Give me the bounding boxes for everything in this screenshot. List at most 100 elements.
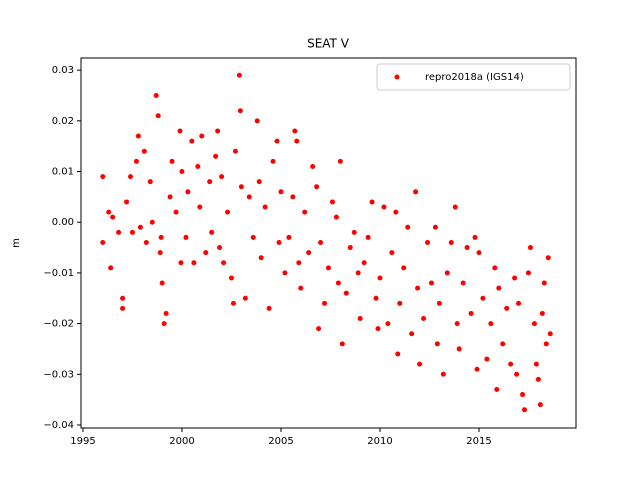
point bbox=[369, 199, 375, 205]
point bbox=[494, 386, 500, 392]
point bbox=[246, 194, 252, 200]
point bbox=[250, 234, 256, 240]
point bbox=[468, 310, 474, 316]
x-tick-label: 2010 bbox=[367, 436, 392, 447]
point bbox=[395, 351, 401, 357]
y-tick-label: −0.01 bbox=[43, 268, 74, 279]
point bbox=[120, 305, 126, 311]
point bbox=[100, 239, 106, 245]
point bbox=[533, 361, 539, 367]
point bbox=[236, 72, 242, 78]
point bbox=[436, 300, 442, 306]
point bbox=[219, 174, 225, 180]
point bbox=[167, 194, 173, 200]
point bbox=[480, 295, 486, 301]
point bbox=[258, 255, 264, 261]
point bbox=[425, 239, 430, 245]
point bbox=[409, 331, 415, 337]
point bbox=[290, 194, 296, 200]
point bbox=[452, 204, 458, 210]
point bbox=[147, 179, 153, 185]
point bbox=[266, 305, 272, 311]
point bbox=[333, 214, 339, 220]
point bbox=[516, 300, 522, 306]
point bbox=[177, 128, 183, 134]
legend-label: repro2018a (IGS14) bbox=[425, 72, 524, 83]
point bbox=[504, 305, 510, 311]
point bbox=[135, 133, 141, 139]
point bbox=[133, 158, 139, 164]
point bbox=[488, 321, 494, 327]
point bbox=[155, 113, 161, 119]
point bbox=[339, 341, 345, 347]
x-tick-label: 2005 bbox=[268, 436, 293, 447]
point bbox=[531, 321, 537, 327]
point bbox=[256, 179, 262, 185]
y-tick-label: −0.02 bbox=[43, 319, 74, 330]
point bbox=[405, 224, 411, 230]
y-tick-label: −0.04 bbox=[43, 420, 74, 431]
point bbox=[537, 402, 543, 408]
point bbox=[238, 184, 244, 190]
legend-marker bbox=[394, 74, 400, 80]
point bbox=[128, 174, 133, 180]
point bbox=[474, 366, 480, 372]
point bbox=[512, 275, 518, 281]
point bbox=[159, 280, 165, 286]
point bbox=[377, 275, 383, 281]
point bbox=[547, 331, 553, 337]
point bbox=[143, 239, 149, 245]
point bbox=[153, 93, 159, 99]
point bbox=[270, 158, 276, 164]
point bbox=[373, 295, 379, 301]
point bbox=[108, 265, 114, 271]
point bbox=[508, 361, 514, 367]
point bbox=[137, 224, 143, 230]
point bbox=[361, 260, 367, 266]
point bbox=[365, 234, 371, 240]
point bbox=[535, 376, 541, 382]
point bbox=[522, 407, 528, 413]
point bbox=[207, 179, 213, 185]
point bbox=[385, 321, 391, 327]
point bbox=[444, 270, 450, 276]
x-tick-label: 1995 bbox=[70, 436, 95, 447]
point bbox=[124, 199, 130, 205]
point bbox=[242, 295, 248, 301]
point bbox=[179, 169, 185, 175]
y-tick-label: 0.02 bbox=[52, 116, 74, 127]
point bbox=[539, 310, 545, 316]
point bbox=[221, 260, 227, 266]
point bbox=[500, 341, 506, 347]
legend-box bbox=[376, 63, 571, 91]
point bbox=[456, 346, 462, 352]
y-tick-label: −0.03 bbox=[43, 369, 74, 380]
point bbox=[183, 234, 189, 240]
point bbox=[329, 199, 335, 205]
x-tick-label: 2000 bbox=[169, 436, 194, 447]
point bbox=[514, 371, 520, 377]
point bbox=[389, 250, 395, 256]
point bbox=[203, 250, 209, 256]
point bbox=[296, 260, 302, 266]
point bbox=[278, 189, 284, 195]
point bbox=[228, 275, 234, 281]
point bbox=[448, 239, 454, 245]
point bbox=[434, 341, 440, 347]
point bbox=[326, 265, 331, 271]
point bbox=[199, 133, 205, 139]
point bbox=[292, 128, 298, 134]
point bbox=[163, 310, 169, 316]
point bbox=[302, 209, 308, 215]
point bbox=[541, 280, 547, 286]
point bbox=[286, 234, 292, 240]
chart-title: SEAT V bbox=[307, 37, 350, 51]
point bbox=[306, 250, 312, 256]
point bbox=[197, 204, 203, 210]
point bbox=[343, 290, 349, 296]
point bbox=[314, 184, 320, 190]
point bbox=[355, 270, 361, 276]
point bbox=[116, 229, 122, 235]
point bbox=[417, 361, 423, 367]
